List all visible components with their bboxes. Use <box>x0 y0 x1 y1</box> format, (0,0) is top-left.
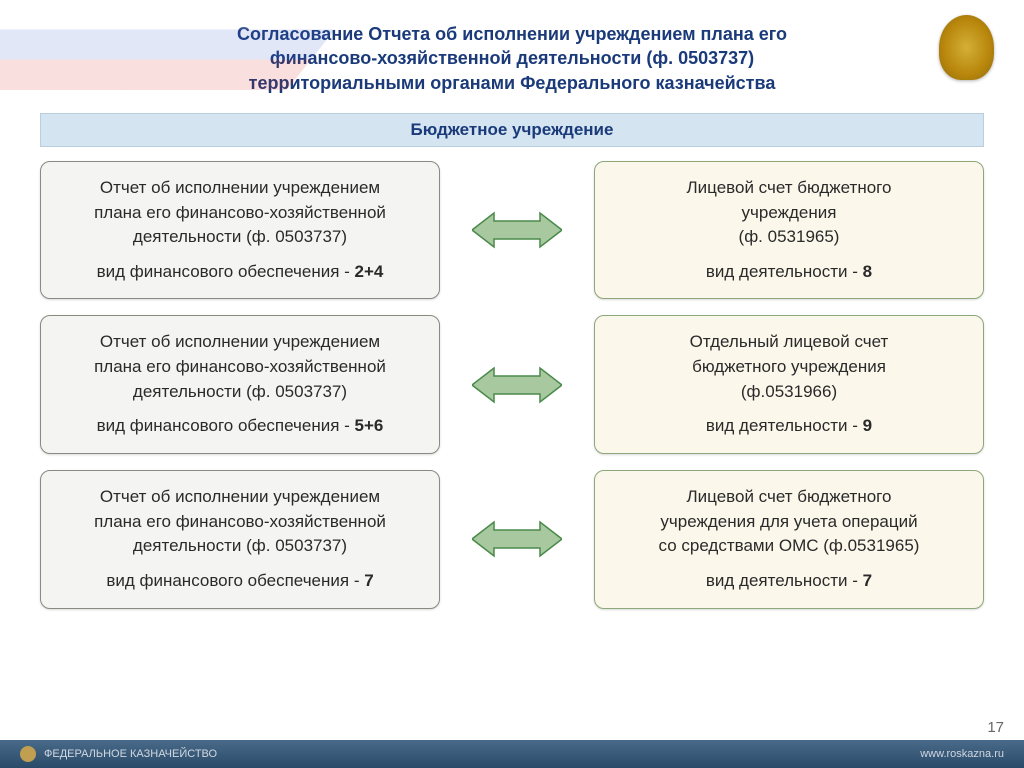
left-footype-value: 7 <box>364 571 373 590</box>
left-text-line: плана его финансово-хозяйственной <box>94 203 386 222</box>
right-act-value: 8 <box>863 262 872 281</box>
emblem-icon <box>939 15 994 80</box>
arrow-wrap <box>440 209 594 251</box>
arrow-wrap <box>440 364 594 406</box>
diagram-row: Отчет об исполнении учреждением плана ег… <box>40 161 984 300</box>
left-text-line: деятельности (ф. 0503737) <box>133 382 347 401</box>
diagram-row: Отчет об исполнении учреждением плана ег… <box>40 470 984 609</box>
double-arrow-icon <box>472 518 562 560</box>
right-box: Лицевой счет бюджетного учреждения для у… <box>594 470 984 609</box>
left-text-line: деятельности (ф. 0503737) <box>133 536 347 555</box>
left-box: Отчет об исполнении учреждением плана ег… <box>40 161 440 300</box>
right-text-line: Отдельный лицевой счет <box>690 332 889 351</box>
left-footype-label: вид финансового обеспечения - <box>97 262 355 281</box>
diagram-rows: Отчет об исполнении учреждением плана ег… <box>0 161 1024 609</box>
right-act-value: 7 <box>863 571 872 590</box>
left-box: Отчет об исполнении учреждением плана ег… <box>40 470 440 609</box>
left-text-line: Отчет об исполнении учреждением <box>100 487 380 506</box>
right-text-line: учреждения <box>742 203 837 222</box>
left-box: Отчет об исполнении учреждением плана ег… <box>40 315 440 454</box>
footer-left: ФЕДЕРАЛЬНОЕ КАЗНАЧЕЙСТВО <box>20 746 217 762</box>
arrow-path <box>472 522 562 556</box>
title-line-3: территориальными органами Федерального к… <box>249 73 776 93</box>
arrow-path <box>472 368 562 402</box>
footer-emblem-icon <box>20 746 36 762</box>
double-arrow-icon <box>472 209 562 251</box>
right-text-line: учреждения для учета операций <box>660 512 917 531</box>
right-text-line: Лицевой счет бюджетного <box>687 487 892 506</box>
right-act-label: вид деятельности - <box>706 262 863 281</box>
left-text-line: деятельности (ф. 0503737) <box>133 227 347 246</box>
right-act-value: 9 <box>863 416 872 435</box>
left-text-line: Отчет об исполнении учреждением <box>100 332 380 351</box>
footer-bar: ФЕДЕРАЛЬНОЕ КАЗНАЧЕЙСТВО www.roskazna.ru <box>0 740 1024 768</box>
left-text-line: плана его финансово-хозяйственной <box>94 357 386 376</box>
left-footype-value: 2+4 <box>355 262 384 281</box>
footer-org-name: ФЕДЕРАЛЬНОЕ КАЗНАЧЕЙСТВО <box>44 748 217 760</box>
right-text-line: (ф. 0531965) <box>739 227 840 246</box>
page-number: 17 <box>987 719 1004 736</box>
right-act-label: вид деятельности - <box>706 416 863 435</box>
diagram-row: Отчет об исполнении учреждением плана ег… <box>40 315 984 454</box>
right-text-line: со средствами ОМС (ф.0531965) <box>659 536 920 555</box>
subtitle-bar: Бюджетное учреждение <box>40 113 984 147</box>
arrow-wrap <box>440 518 594 560</box>
footer-url: www.roskazna.ru <box>920 748 1004 760</box>
title-line-2: финансово-хозяйственной деятельности (ф.… <box>270 48 754 68</box>
right-act-label: вид деятельности - <box>706 571 863 590</box>
right-box: Отдельный лицевой счет бюджетного учрежд… <box>594 315 984 454</box>
right-text-line: бюджетного учреждения <box>692 357 886 376</box>
left-text-line: плана его финансово-хозяйственной <box>94 512 386 531</box>
left-text-line: Отчет об исполнении учреждением <box>100 178 380 197</box>
right-text-line: (ф.0531966) <box>741 382 837 401</box>
right-text-line: Лицевой счет бюджетного <box>687 178 892 197</box>
right-box: Лицевой счет бюджетного учреждения (ф. 0… <box>594 161 984 300</box>
left-footype-value: 5+6 <box>355 416 384 435</box>
arrow-path <box>472 213 562 247</box>
left-footype-label: вид финансового обеспечения - <box>97 416 355 435</box>
left-footype-label: вид финансового обеспечения - <box>106 571 364 590</box>
double-arrow-icon <box>472 364 562 406</box>
